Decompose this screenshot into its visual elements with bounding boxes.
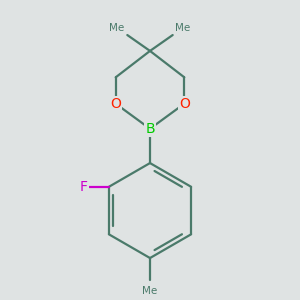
Text: O: O (110, 97, 121, 111)
Text: B: B (145, 122, 155, 136)
Text: Me: Me (175, 23, 190, 33)
Text: Me: Me (142, 286, 158, 296)
Text: Me: Me (110, 23, 125, 33)
Text: F: F (80, 180, 88, 194)
Text: O: O (179, 97, 190, 111)
